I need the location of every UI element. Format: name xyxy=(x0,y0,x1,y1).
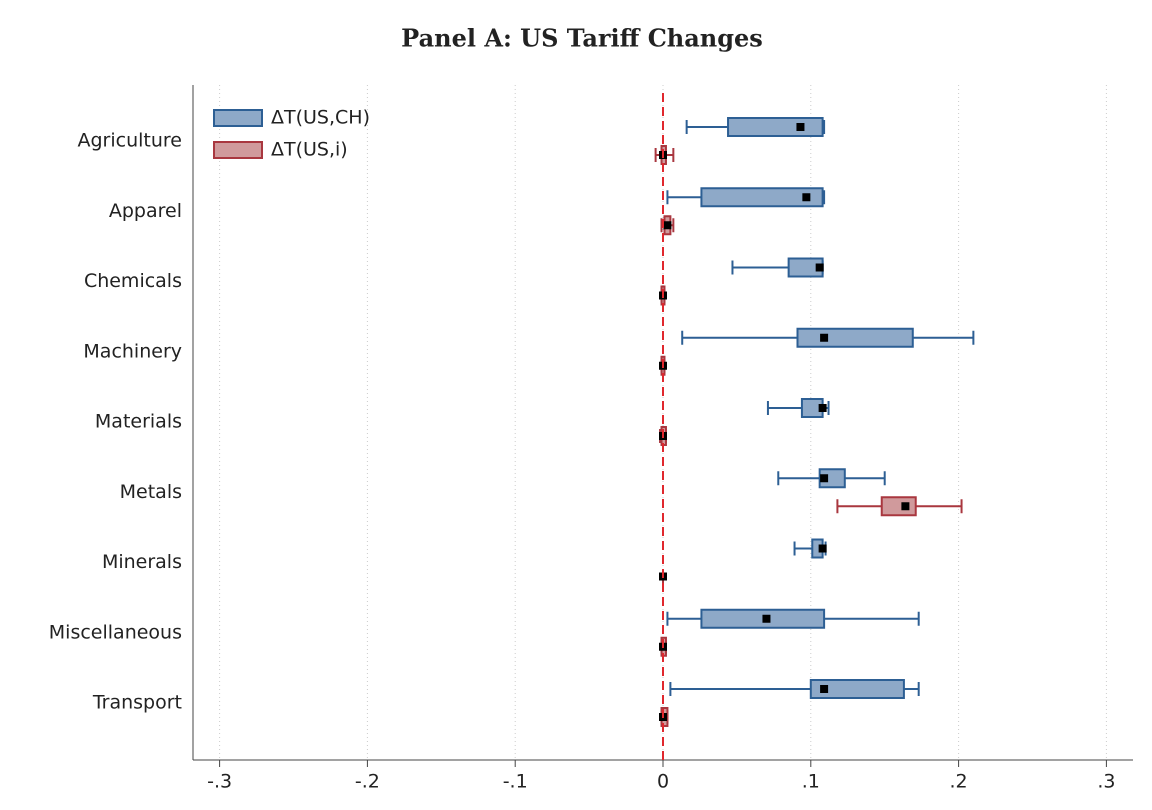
box xyxy=(727,117,824,137)
chart-title: Panel A: US Tariff Changes xyxy=(401,24,763,53)
legend-swatch xyxy=(213,109,263,127)
x-tick-label: .1 xyxy=(802,771,820,793)
y-tick-label: Agriculture xyxy=(78,130,183,152)
box xyxy=(818,468,846,489)
mean-marker xyxy=(820,685,829,693)
mean-marker xyxy=(663,221,672,230)
mean-marker xyxy=(820,474,829,483)
y-tick-label: Materials xyxy=(95,411,182,433)
mean-marker xyxy=(818,404,827,412)
y-tick-label: Minerals xyxy=(102,551,182,573)
legend-swatch xyxy=(213,141,263,159)
box xyxy=(880,496,917,517)
y-tick-label: Chemicals xyxy=(84,270,182,292)
y-tick-label: Metals xyxy=(120,481,182,503)
y-tick-label: Transport xyxy=(92,692,182,714)
mean-marker xyxy=(802,193,811,202)
box xyxy=(796,327,914,348)
mean-marker xyxy=(762,614,771,623)
mean-marker xyxy=(815,263,824,272)
x-tick-label: -.3 xyxy=(207,771,232,793)
x-tick-label: 0 xyxy=(657,771,669,793)
x-tick-label: -.2 xyxy=(355,771,380,793)
box xyxy=(700,187,824,208)
y-tick-label: Miscellaneous xyxy=(49,621,182,643)
mean-marker xyxy=(901,502,910,511)
y-tick-label: Machinery xyxy=(83,340,182,362)
legend-label: ΔT(US,i) xyxy=(271,139,348,161)
box xyxy=(809,679,905,699)
x-tick-label: .3 xyxy=(1097,771,1115,793)
y-tick-label: Apparel xyxy=(109,200,182,222)
mean-marker xyxy=(820,333,829,342)
x-tick-label: .2 xyxy=(950,771,968,793)
x-tick-label: -.1 xyxy=(503,771,528,793)
legend-label: ΔT(US,CH) xyxy=(271,107,370,129)
mean-marker xyxy=(796,123,805,131)
mean-marker xyxy=(818,544,827,553)
